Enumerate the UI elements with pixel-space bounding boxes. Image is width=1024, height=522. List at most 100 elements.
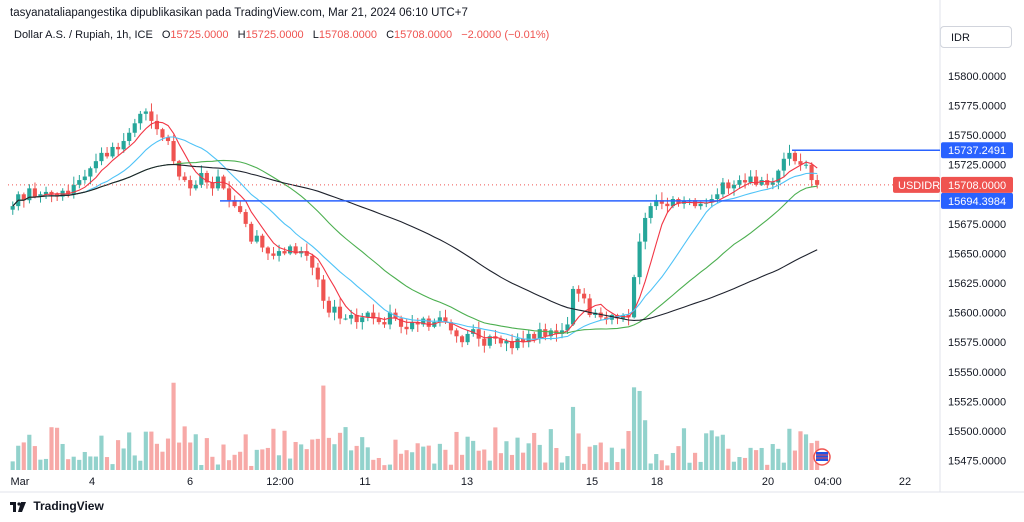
candle-body <box>321 279 326 301</box>
candle-body <box>404 326 409 330</box>
volume-bar <box>287 458 293 470</box>
x-tick-label: 6 <box>187 476 193 488</box>
x-tick-label: 20 <box>762 476 774 488</box>
y-tick-label: 15550.0000 <box>948 367 1006 379</box>
volume-bar <box>554 448 559 470</box>
volume-bar <box>776 448 781 470</box>
volume-bar <box>759 447 764 470</box>
volume-bar <box>754 450 759 470</box>
volume-bar <box>121 448 126 470</box>
candle-body <box>10 206 15 210</box>
ma-green-line <box>12 159 818 334</box>
volume-bar <box>82 451 87 470</box>
candle-body <box>116 146 121 150</box>
candle-body <box>243 212 248 224</box>
y-tick-label: 15575.0000 <box>948 337 1006 349</box>
volume-bar <box>43 458 49 470</box>
candle-body <box>521 338 526 343</box>
candle-body <box>188 180 193 189</box>
level-label: 15694.3984 <box>948 196 1006 208</box>
volume-bar <box>626 431 631 470</box>
volume-bar <box>509 454 515 470</box>
candle-body <box>631 277 637 318</box>
volume-bar <box>687 462 692 470</box>
volume-bar <box>116 440 121 470</box>
volume-bar <box>787 428 792 470</box>
candle-body <box>332 306 337 313</box>
volume-bar <box>382 465 387 470</box>
volume-bar <box>643 420 648 470</box>
ohlc-open-value: 15725.0000 <box>170 29 229 41</box>
candle-body <box>343 318 348 320</box>
candle-body <box>354 314 359 323</box>
volume-bar <box>299 444 304 470</box>
candle-body <box>360 317 365 323</box>
candle-body <box>371 312 376 319</box>
candle-body <box>337 306 343 319</box>
volume-bar <box>692 452 698 470</box>
volume-bar <box>127 432 132 470</box>
candle-body <box>415 322 420 325</box>
volume-bar <box>548 429 553 470</box>
volume-bar <box>532 432 537 470</box>
volume-bar <box>765 464 770 470</box>
volume-bar <box>432 463 437 470</box>
candle-body <box>99 152 104 162</box>
volume-bar <box>681 428 687 470</box>
volume-bar <box>582 463 587 470</box>
candle-body <box>526 333 531 343</box>
volume-bar <box>238 451 243 470</box>
candle-body <box>398 318 404 327</box>
volume-bar <box>609 447 614 470</box>
volume-bar <box>360 437 365 470</box>
volume-bar <box>498 453 503 470</box>
candle-body <box>21 194 26 201</box>
candle-body <box>770 182 775 185</box>
volume-bar <box>21 442 26 470</box>
volume-bar <box>437 443 442 470</box>
event-flag-icon-fill <box>816 452 828 461</box>
candle-body <box>149 111 154 121</box>
volume-bar <box>698 461 703 470</box>
volume-bar <box>371 459 376 470</box>
candle-body <box>626 314 631 318</box>
candle-body <box>665 203 670 207</box>
candle-body <box>803 164 809 166</box>
candle-body <box>459 336 465 343</box>
x-tick-label: 4 <box>89 476 95 488</box>
volume-bar <box>537 444 542 470</box>
candle-body <box>82 176 87 181</box>
currency-selector[interactable]: IDR <box>940 26 1012 48</box>
candle-body <box>365 312 370 318</box>
candle-body <box>260 235 265 248</box>
volume-bar <box>676 446 681 470</box>
volume-bar <box>709 430 714 470</box>
ohlc-close-value: 15708.0000 <box>394 29 453 41</box>
volume-bar <box>387 464 393 470</box>
volume-bar <box>471 440 476 470</box>
candle-body <box>659 200 664 204</box>
volume-bar <box>182 426 187 470</box>
volume-bar <box>443 449 448 470</box>
candle-body <box>471 329 476 334</box>
candle-body <box>476 329 481 339</box>
candle-body <box>154 120 159 130</box>
candle-body <box>27 188 32 201</box>
volume-bar <box>10 461 15 470</box>
candle-body <box>482 338 487 346</box>
publisher-line: tasyanataliapangestika dipublikasikan pa… <box>10 7 468 19</box>
volume-bar <box>143 431 148 470</box>
volume-bar <box>493 427 498 470</box>
candle-body <box>443 317 448 323</box>
volume-bar <box>160 451 165 470</box>
last-price-box <box>941 176 1013 193</box>
candle-body <box>143 111 148 114</box>
volume-bar <box>459 454 465 470</box>
volume-bar <box>132 455 137 470</box>
candle-body <box>349 314 354 319</box>
candle-body <box>815 180 820 185</box>
candle-body <box>637 241 642 278</box>
tradingview-brand: TradingView <box>10 499 104 513</box>
x-tick-label: Mar <box>11 476 30 488</box>
